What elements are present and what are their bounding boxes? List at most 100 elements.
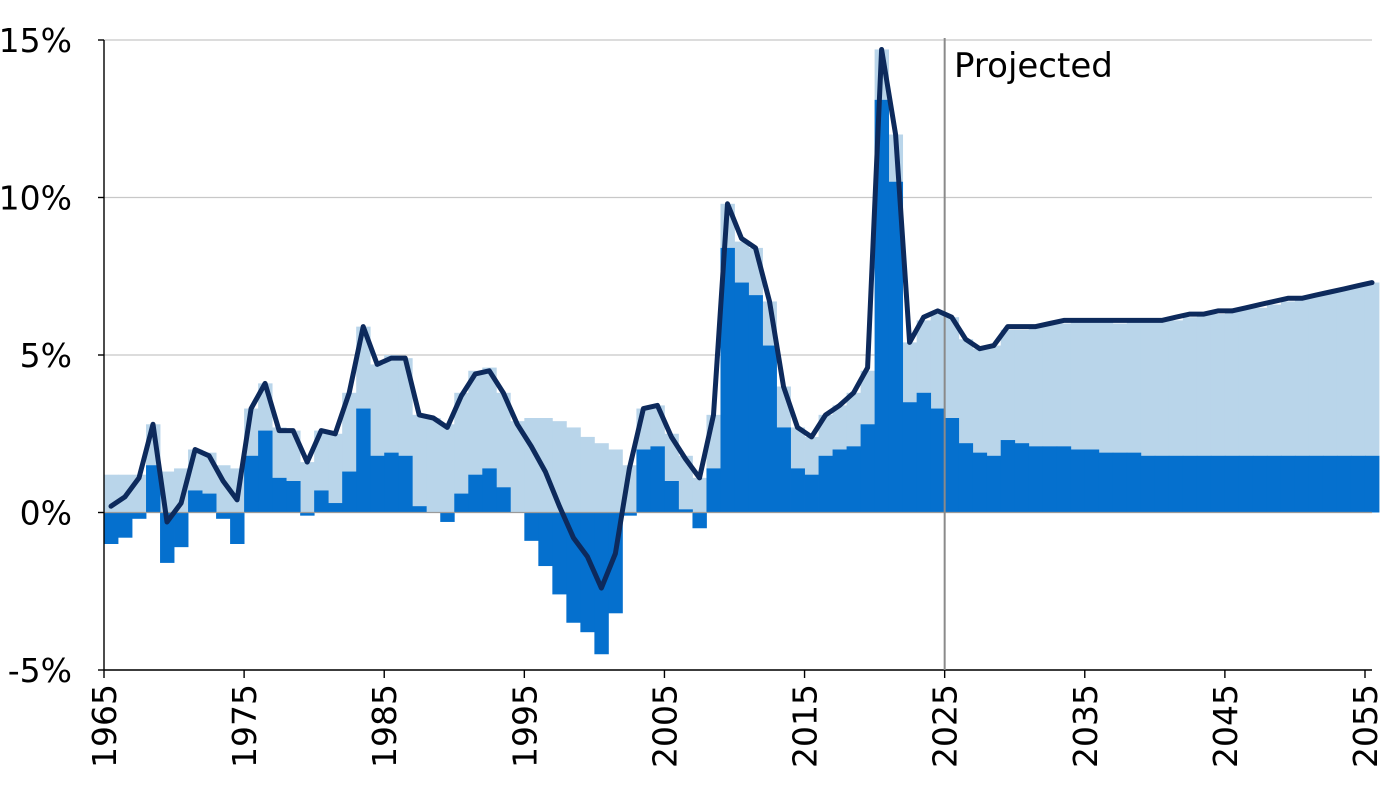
dark-bar-2046: [1238, 455, 1254, 513]
dark-bar-1981: [328, 503, 343, 513]
dark-bar-1989: [440, 512, 455, 522]
dark-bar-1965: [104, 512, 119, 544]
dark-bar-2008: [706, 468, 721, 513]
y-tick-label-2: 5%: [20, 336, 72, 375]
dark-bar-2026: [958, 443, 974, 513]
dark-bar-2015: [804, 474, 819, 513]
dark-bar-2044: [1210, 455, 1226, 513]
dark-bar-series: [104, 99, 1380, 655]
light-bar-1981: [328, 433, 343, 513]
light-bar-2055: [1364, 282, 1380, 513]
dark-bar-2050: [1294, 455, 1310, 513]
dark-bar-2042: [1182, 455, 1198, 513]
y-tick-labels: -5% 0% 5% 10% 15%: [0, 21, 72, 690]
dark-bar-2005: [664, 481, 679, 513]
x-tick-label-5: 2015: [786, 684, 825, 768]
light-bar-1993: [496, 392, 511, 513]
dark-bar-1974: [230, 512, 245, 544]
dark-bar-1969: [160, 512, 175, 563]
light-bar-2007: [692, 477, 707, 513]
dark-bar-1980: [314, 490, 329, 513]
dark-bar-2014: [790, 468, 805, 513]
dark-bar-2045: [1224, 455, 1240, 513]
dark-bar-2006: [678, 509, 693, 513]
dark-bar-1992: [482, 468, 497, 513]
dark-bar-1971: [188, 490, 203, 513]
dark-bar-1972: [202, 493, 217, 513]
dark-bar-2017: [832, 449, 847, 513]
x-tick-labels: 1965 1975 1985 1995 2005 2015 2025 2035 2045 2055: [85, 684, 1380, 768]
dark-bar-1990: [454, 493, 469, 513]
dark-bar-1982: [342, 471, 357, 513]
dark-bar-2051: [1308, 455, 1324, 513]
y-tick-label-1: 0%: [20, 494, 72, 533]
dark-bar-2021: [888, 181, 904, 513]
dark-bar-1968: [146, 465, 161, 513]
dark-bar-2016: [818, 455, 833, 513]
dark-bar-2019: [860, 424, 876, 513]
dark-bar-2022: [902, 402, 918, 513]
dark-bar-2043: [1196, 455, 1212, 513]
dark-bar-1993: [496, 487, 511, 513]
line-series: [108, 47, 1375, 591]
dark-bar-1987: [412, 506, 427, 513]
dark-bar-2040: [1154, 455, 1170, 513]
dark-bar-2029: [1000, 440, 1016, 513]
light-bar-1979: [300, 462, 315, 513]
x-tick-label-2: 1985: [365, 684, 404, 768]
light-bar-1989: [440, 424, 455, 513]
light-bar-1999: [580, 436, 595, 513]
light-bar-2006: [678, 455, 693, 513]
light-bar-1995: [524, 418, 539, 513]
dark-bar-2037: [1112, 452, 1128, 513]
dark-bar-2002: [622, 512, 637, 516]
dark-bar-2052: [1322, 455, 1338, 513]
dark-bar-2039: [1140, 455, 1156, 513]
x-tick-label-3: 1995: [505, 684, 544, 768]
dark-bar-2004: [650, 446, 665, 513]
dark-bar-2003: [636, 449, 651, 513]
line-series-path: [108, 47, 1375, 591]
dark-bar-1991: [468, 474, 483, 513]
dark-bar-2023: [916, 392, 932, 513]
dark-bar-1975: [244, 455, 259, 513]
dark-bar-2027: [972, 452, 988, 513]
x-tick-label-9: 2055: [1346, 684, 1380, 768]
light-bar-1996: [538, 418, 553, 513]
dark-bar-2034: [1070, 449, 1086, 513]
dark-bar-2024: [930, 408, 946, 513]
light-bar-1990: [454, 392, 469, 513]
dark-bar-2011: [748, 295, 763, 513]
dark-bar-2020: [874, 99, 890, 513]
dark-bar-2031: [1028, 446, 1044, 513]
dark-bar-1986: [398, 455, 413, 513]
x-tick-label-7: 2035: [1066, 684, 1105, 768]
dark-bar-2032: [1042, 446, 1058, 513]
dark-bar-1999: [580, 512, 595, 633]
projected-annotation: Projected: [954, 46, 1113, 86]
light-bar-1987: [412, 414, 427, 513]
dark-bar-2030: [1014, 443, 1030, 513]
dark-bar-2009: [720, 247, 735, 513]
dark-bar-1984: [370, 455, 385, 513]
x-tick-label-0: 1965: [85, 684, 124, 768]
light-bar-2001: [608, 449, 623, 513]
dark-bar-1967: [132, 512, 147, 519]
dark-bar-2041: [1168, 455, 1184, 513]
light-bar-1998: [566, 427, 581, 513]
x-tick-label-8: 2045: [1206, 684, 1245, 768]
dark-bar-2054: [1350, 455, 1366, 513]
dark-bar-1977: [272, 477, 287, 513]
dark-bar-2036: [1098, 452, 1114, 513]
dark-bar-1983: [356, 408, 371, 513]
dark-bar-2007: [692, 512, 707, 529]
dark-bar-1966: [118, 512, 133, 538]
dark-bar-2010: [734, 282, 749, 513]
light-bar-1997: [552, 421, 567, 513]
dark-bar-2047: [1252, 455, 1268, 513]
dark-bar-2049: [1280, 455, 1296, 513]
dark-bar-1978: [286, 481, 301, 513]
dark-bar-1985: [384, 452, 399, 513]
dark-bar-2033: [1056, 446, 1072, 513]
